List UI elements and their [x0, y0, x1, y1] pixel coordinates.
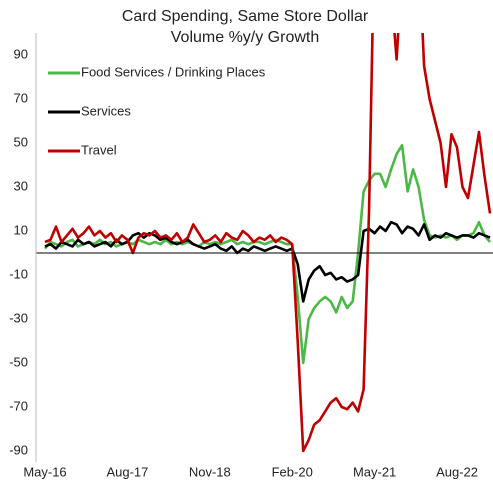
y-tick-label: 70 [14, 90, 28, 105]
legend-label: Travel [81, 142, 117, 157]
y-tick-label: 30 [14, 178, 28, 193]
y-tick-label: -30 [9, 310, 28, 325]
y-tick-label: 90 [14, 46, 28, 61]
x-tick-label: May-21 [353, 464, 396, 479]
y-tick-label: -50 [9, 354, 28, 369]
series-line [44, 143, 491, 365]
x-tick-label: Aug-22 [436, 464, 478, 479]
x-tick-label: Feb-20 [272, 464, 313, 479]
x-tick-label: May-16 [23, 464, 66, 479]
series-line [44, 33, 492, 453]
y-tick-label: -90 [9, 442, 28, 457]
y-tick-label: 10 [14, 222, 28, 237]
y-tick-label: -70 [9, 398, 28, 413]
legend-label: Food Services / Drinking Places [81, 64, 266, 79]
plot-area [44, 33, 492, 453]
series-line [44, 220, 491, 303]
y-tick-label: 50 [14, 134, 28, 149]
chart-title: Card Spending, Same Store Dollar Volume … [121, 8, 369, 46]
y-tick-label: -10 [9, 266, 28, 281]
x-tick-label: Nov-18 [189, 464, 231, 479]
legend-label: Services [81, 103, 131, 118]
x-tick-label: Aug-17 [106, 464, 148, 479]
